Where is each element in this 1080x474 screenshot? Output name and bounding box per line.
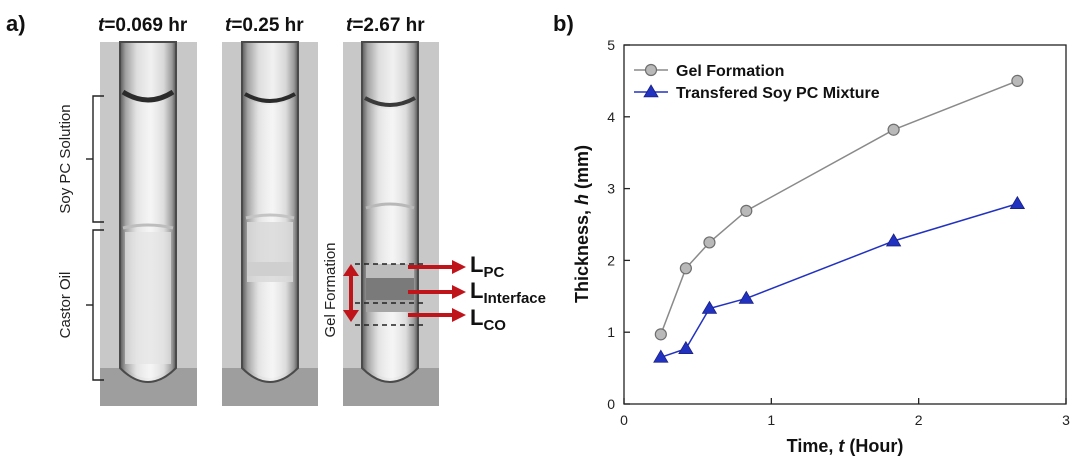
y-axis-label-var: h [572,194,592,205]
castor-oil-label: Castor Oil [57,272,74,339]
layer-label-main: L [470,278,483,303]
time-value: =2.67 hr [352,15,425,36]
soy-pc-mixture-line [660,202,1018,359]
layer-pointer-arrows [408,260,466,322]
soy-pc-mixture-point [885,233,902,247]
series-lines [660,80,1018,359]
gel-formation-point [654,328,667,341]
thickness-chart: 0 1 2 3 0 1 2 3 4 5 Gel Formation Transfered Soy P… [572,37,1070,456]
x-tick-label: 0 [620,412,628,428]
soy-pc-mixture-point [678,340,694,355]
x-axis-label-suffix: (Hour) [844,436,903,456]
x-axis-label-var: t [838,436,845,456]
legend: Gel Formation Transfered Soy PC Mixture [634,63,880,102]
legend-label: Transfered Soy PC Mixture [676,85,880,102]
y-axis-label-suffix: (mm) [572,145,592,194]
time-variable: t [98,15,105,36]
plot-frame [623,44,1067,405]
time-variable: t [225,15,232,36]
soy-pc-mixture-point [738,290,754,304]
gel-formation-point [740,204,753,217]
layer-label-interface: LInterface [470,278,546,307]
legend-marker [643,84,659,98]
layer-label-sub: CO [483,317,506,334]
layer-label-co: LCO [470,305,506,334]
gel-formation-point [1011,74,1024,88]
y-tick-label: 5 [607,37,615,53]
layer-label-main: L [470,252,483,277]
tube-photo-3 [343,41,439,406]
y-tick-label: 4 [607,109,615,125]
x-tick-label: 1 [767,412,775,428]
layer-label-sub: PC [483,264,504,281]
soy-pc-solution-label: Soy PC Solution [57,104,74,213]
legend-marker [644,63,658,77]
y-tick-label: 1 [607,324,615,340]
legend-label: Gel Formation [676,63,784,80]
svg-text:t=2.67 hr: t=2.67 hr [346,15,425,36]
y-tick-label: 3 [607,181,615,197]
panel-b-label: b) [553,11,574,36]
y-tick-label: 0 [607,396,615,412]
y-axis-label: Thickness, h (mm) [572,145,592,303]
y-axis-label-prefix: Thickness, [572,205,592,303]
x-tick-label: 3 [1062,412,1070,428]
x-axis-label: Time, t (Hour) [787,436,904,456]
layer-label-sub: Interface [483,290,546,307]
tube-photo-2 [222,41,318,406]
tube-photo-1 [100,41,197,406]
axis-ticks: 0 1 2 3 0 1 2 3 4 5 [607,37,1070,428]
gel-formation-point [679,262,692,275]
x-axis-label-prefix: Time, [787,436,839,456]
tube-time-label: t=0.25 hr [225,15,304,36]
gel-formation-point [703,236,716,249]
layer-label-main: L [470,305,483,330]
y-tick-label: 2 [607,252,615,268]
panel-a-label: a) [6,11,26,36]
tube-time-label: t=2.67 hr [346,15,425,36]
gel-formation-double-arrow [343,264,359,322]
layer-dashed-lines [355,263,425,326]
bracket-castor-oil [86,229,104,381]
soy-pc-mixture-point [1009,195,1026,209]
x-tick-label: 2 [915,412,923,428]
gel-formation-line [660,80,1018,335]
bracket-soy-pc [86,95,104,223]
time-value: =0.25 hr [231,15,304,36]
gel-formation-point [887,123,900,136]
series-markers [653,74,1026,363]
time-value: =0.069 hr [104,15,188,36]
gel-formation-label: Gel Formation [322,242,339,337]
soy-pc-mixture-point [653,349,669,363]
svg-text:t=0.25 hr: t=0.25 hr [225,15,304,36]
time-variable: t [346,15,353,36]
layer-label-pc: LPC [470,252,504,281]
soy-pc-mixture-point [701,300,718,314]
tube-time-label: t=0.069 hr [98,15,188,36]
svg-text:t=0.069 hr: t=0.069 hr [98,15,188,36]
